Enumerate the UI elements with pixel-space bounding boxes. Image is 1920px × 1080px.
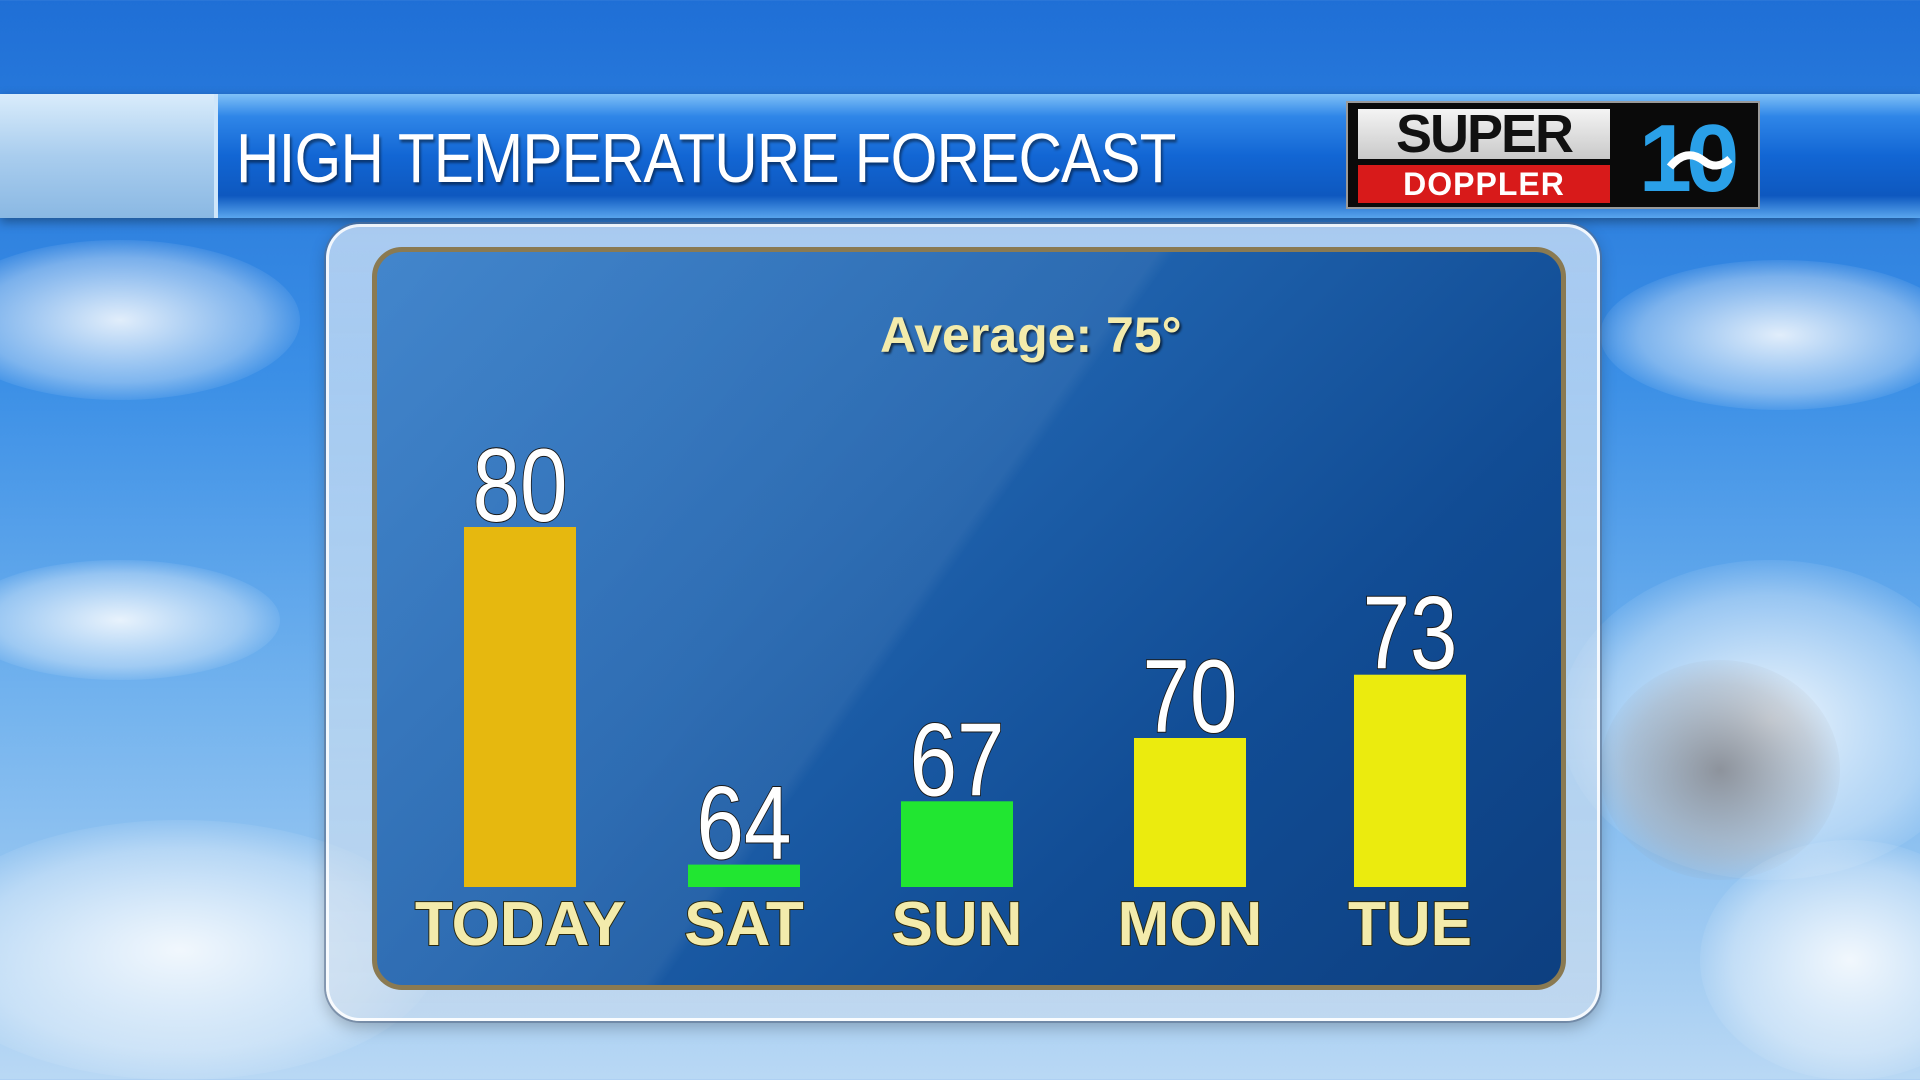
banner-edge	[0, 94, 218, 218]
logo-doppler-text: DOPPLER	[1358, 165, 1610, 203]
cloud	[0, 240, 300, 400]
page-title: HIGH TEMPERATURE FORECAST	[236, 119, 1176, 197]
cloud	[1600, 260, 1920, 410]
channel-10-icon: 10	[1620, 107, 1752, 205]
station-logo: SUPER DOPPLER 10	[1346, 101, 1760, 209]
cloud	[0, 560, 280, 680]
cloud	[1600, 660, 1840, 880]
average-label: Average: 75°	[880, 307, 1182, 363]
logo-super-text: SUPER	[1358, 107, 1610, 161]
